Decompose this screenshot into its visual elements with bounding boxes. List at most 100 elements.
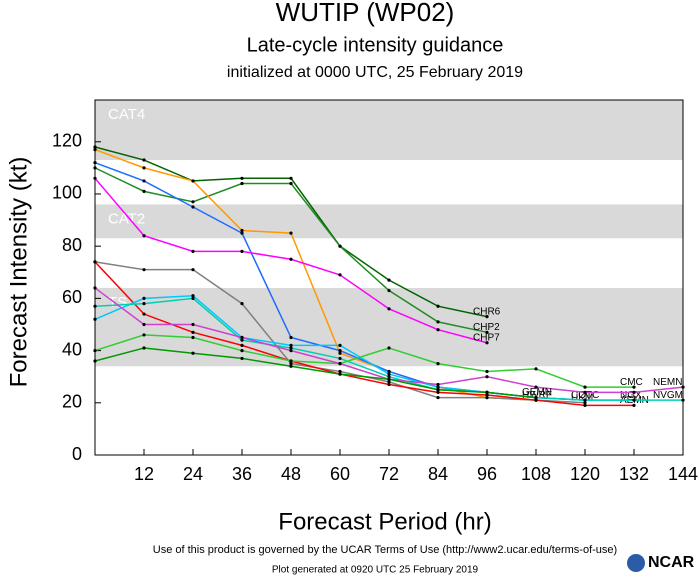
- series-point: [583, 385, 587, 389]
- series-point: [338, 356, 342, 361]
- series-point: [436, 395, 440, 400]
- series-point: [142, 268, 146, 272]
- y-tick-label: 120: [52, 131, 82, 151]
- series-label: COTC: [571, 390, 599, 401]
- series-point: [191, 205, 195, 209]
- series-point: [191, 294, 195, 298]
- category-band: [95, 204, 683, 239]
- x-tick-label: 72: [379, 464, 399, 484]
- series-point: [240, 348, 244, 353]
- chart-subtitle: Late-cycle intensity guidance: [247, 34, 504, 56]
- series-point: [93, 161, 97, 165]
- series-point: [436, 388, 440, 392]
- band-label: TS: [108, 294, 127, 311]
- series-point: [93, 176, 97, 180]
- series-point: [142, 296, 146, 300]
- x-tick-label: 36: [232, 464, 252, 484]
- series-point: [387, 372, 391, 376]
- series-label: NEMN: [653, 377, 682, 388]
- series-point: [289, 181, 293, 186]
- series-point: [142, 346, 146, 350]
- series-point: [191, 296, 195, 300]
- series-point: [583, 401, 587, 405]
- series-point: [534, 398, 538, 402]
- category-band: [95, 100, 683, 161]
- x-tick-label: 84: [428, 464, 448, 484]
- series-point: [93, 286, 97, 290]
- series-point: [436, 385, 440, 389]
- series-point: [191, 351, 195, 355]
- series-point: [289, 362, 293, 366]
- series-point: [93, 359, 97, 363]
- series-point: [534, 395, 538, 400]
- y-tick-label: 80: [62, 235, 82, 255]
- series-point: [436, 362, 440, 366]
- series-point: [240, 181, 244, 186]
- series-point: [485, 375, 489, 379]
- series-point: [93, 147, 97, 152]
- series-point: [387, 346, 391, 350]
- logo: NCAR: [648, 554, 695, 571]
- series-point: [387, 369, 391, 374]
- series-point: [485, 390, 489, 394]
- series-point: [289, 359, 293, 363]
- series-point: [338, 369, 342, 374]
- series-point: [387, 288, 391, 293]
- x-tick-label: 120: [570, 464, 600, 484]
- series-label: NVGM: [653, 390, 683, 401]
- series-line: [94, 334, 634, 388]
- series-point: [632, 398, 636, 402]
- series-point: [632, 390, 636, 394]
- series-point: [387, 380, 391, 384]
- series-point: [289, 348, 293, 353]
- band-label: CAT1: [108, 244, 145, 261]
- series-point: [289, 343, 293, 347]
- series-label: CMC: [620, 377, 643, 388]
- series-point: [338, 343, 342, 347]
- x-tick-label: 12: [134, 464, 154, 484]
- x-tick-label: 144: [668, 464, 698, 484]
- series-point: [93, 145, 97, 149]
- series-point: [240, 231, 244, 235]
- series-point: [338, 372, 342, 376]
- series-point: [338, 273, 342, 277]
- series-point: [289, 364, 293, 368]
- series-point: [485, 341, 489, 345]
- series-point: [240, 338, 244, 342]
- series-point: [240, 335, 244, 340]
- series-point: [387, 278, 391, 282]
- series-point: [142, 234, 146, 238]
- series-line: [94, 148, 537, 401]
- series-point: [191, 200, 195, 204]
- x-tick-label: 96: [477, 464, 497, 484]
- series-point: [387, 307, 391, 311]
- x-tick-label: 132: [619, 464, 649, 484]
- series-point: [338, 244, 342, 248]
- x-tick-label: 48: [281, 464, 301, 484]
- footnote: Use of this product is governed by the U…: [153, 544, 617, 556]
- y-tick-label: 60: [62, 287, 82, 307]
- series-point: [632, 385, 636, 389]
- series-point: [240, 228, 244, 233]
- x-axis-label: Forecast Period (hr): [278, 508, 491, 535]
- y-tick-label: 40: [62, 339, 82, 359]
- series-point: [338, 351, 342, 355]
- series-point: [142, 333, 146, 337]
- series-point: [485, 315, 489, 319]
- series-point: [142, 166, 146, 170]
- series-label: UKM: [571, 392, 593, 403]
- series-point: [387, 375, 391, 379]
- series-point: [485, 369, 489, 374]
- series-point: [191, 268, 195, 272]
- series-point: [191, 322, 195, 327]
- y-tick-label: 20: [62, 392, 82, 412]
- series-point: [142, 189, 146, 193]
- series-point: [142, 158, 146, 162]
- series-point: [191, 249, 195, 253]
- series-point: [681, 398, 685, 402]
- x-tick-label: 24: [183, 464, 203, 484]
- series-point: [240, 356, 244, 361]
- logo-mark: [627, 554, 645, 572]
- series-point: [289, 231, 293, 235]
